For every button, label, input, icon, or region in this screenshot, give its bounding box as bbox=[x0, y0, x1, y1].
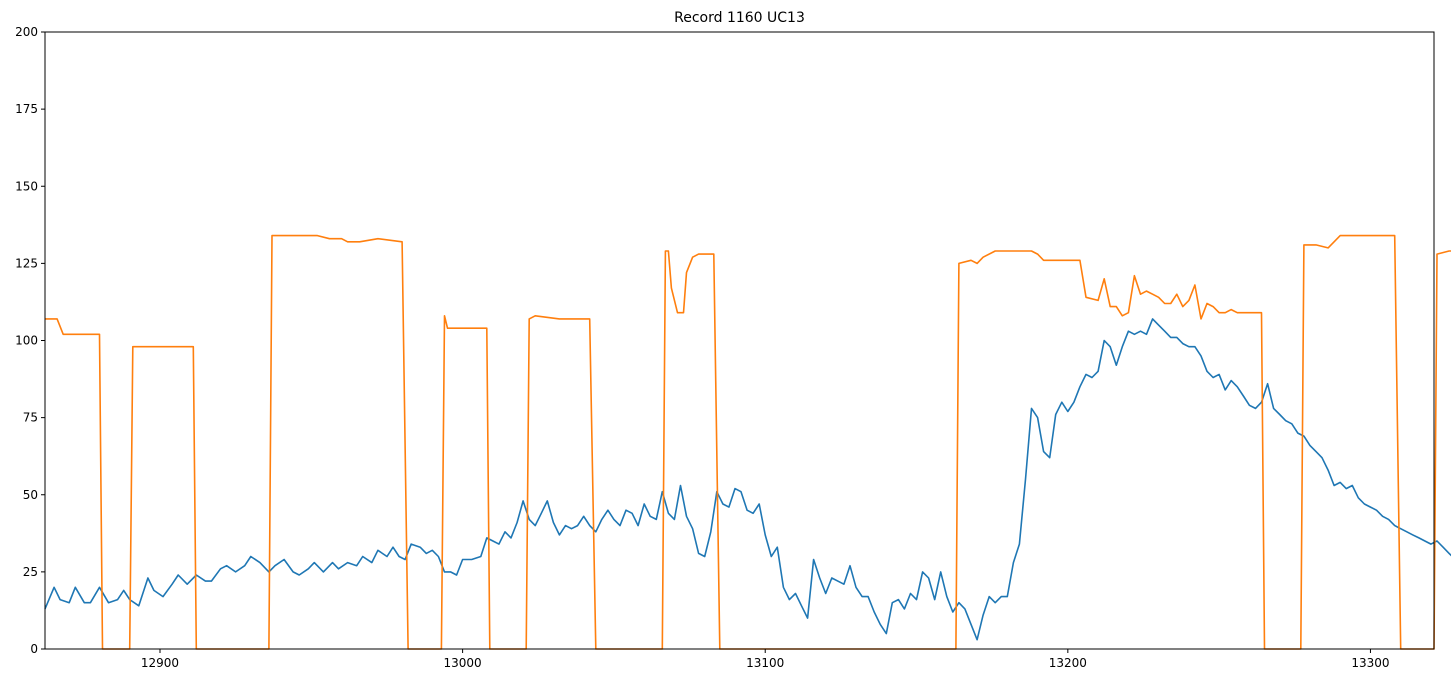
y-tick-label: 125 bbox=[15, 256, 38, 270]
plot-frame bbox=[44, 31, 1435, 650]
y-tick-label: 175 bbox=[15, 102, 38, 116]
series-line-1 bbox=[44, 318, 1451, 641]
y-axis: 0 25 50 75 100 125 150 175 200 bbox=[15, 25, 45, 656]
series-layer bbox=[44, 234, 1451, 650]
y-tick-label: 0 bbox=[30, 642, 38, 656]
x-axis: 12900 13000 13100 13200 13300 bbox=[141, 649, 1390, 670]
series-line-2 bbox=[45, 234, 1451, 650]
y-tick-label: 100 bbox=[15, 334, 38, 348]
x-tick-label: 13300 bbox=[1351, 656, 1389, 670]
y-tick-label: 50 bbox=[23, 488, 38, 502]
x-tick-label: 13100 bbox=[746, 656, 784, 670]
y-tick-label: 25 bbox=[23, 565, 38, 579]
x-tick-label: 13200 bbox=[1049, 656, 1087, 670]
x-tick-label: 12900 bbox=[141, 656, 179, 670]
y-tick-label: 200 bbox=[15, 25, 38, 39]
y-tick-label: 150 bbox=[15, 179, 38, 193]
chart-title: Record 1160 UC13 bbox=[674, 10, 805, 26]
x-tick-label: 13000 bbox=[444, 656, 482, 670]
plot-background bbox=[45, 32, 1434, 649]
y-tick-label: 75 bbox=[23, 411, 38, 425]
